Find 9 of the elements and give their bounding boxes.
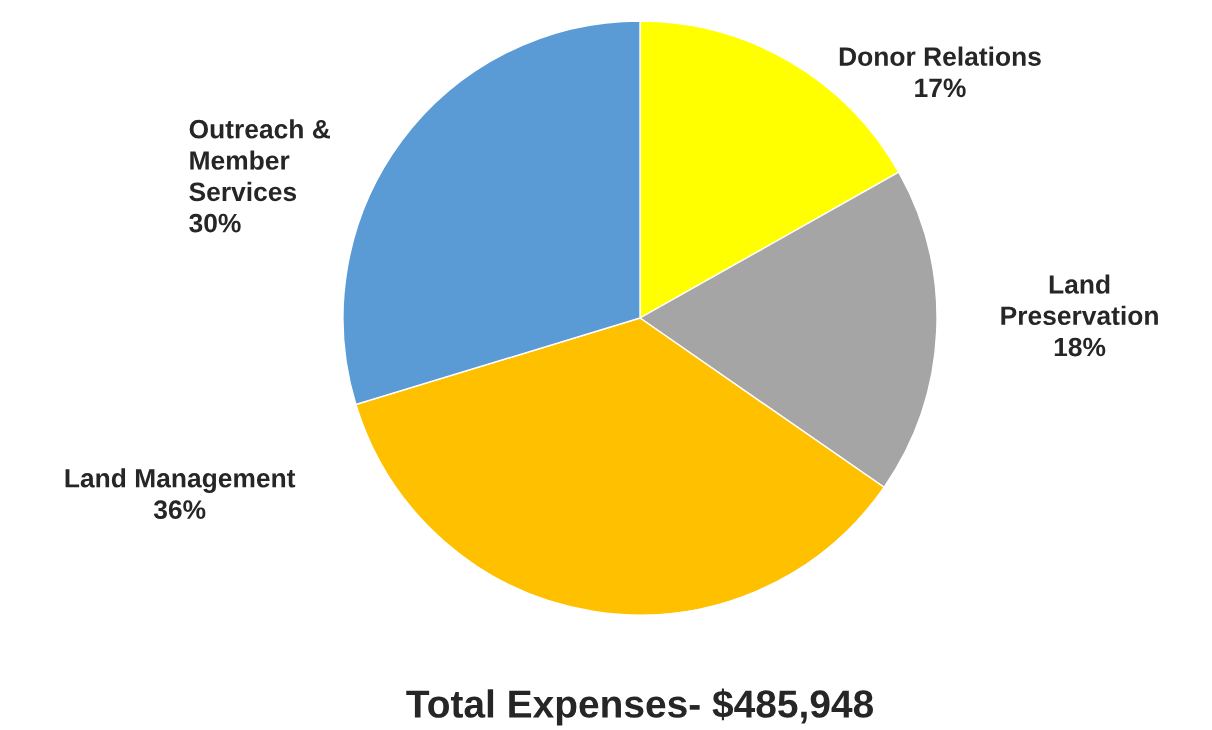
data-label: 36% (153, 500, 206, 520)
data-label: 30% (189, 213, 241, 233)
text: Total Expenses- $485,948 (406, 688, 874, 726)
data-label: 17% (915, 78, 966, 98)
slice-label: Land Management (65, 468, 296, 493)
slice-label: Outreach & Member Services (189, 119, 330, 202)
slice-label: Donor Relations (839, 46, 1041, 66)
data-label: 18% (1054, 337, 1106, 357)
slice-label: Land Preservation (1001, 274, 1158, 326)
